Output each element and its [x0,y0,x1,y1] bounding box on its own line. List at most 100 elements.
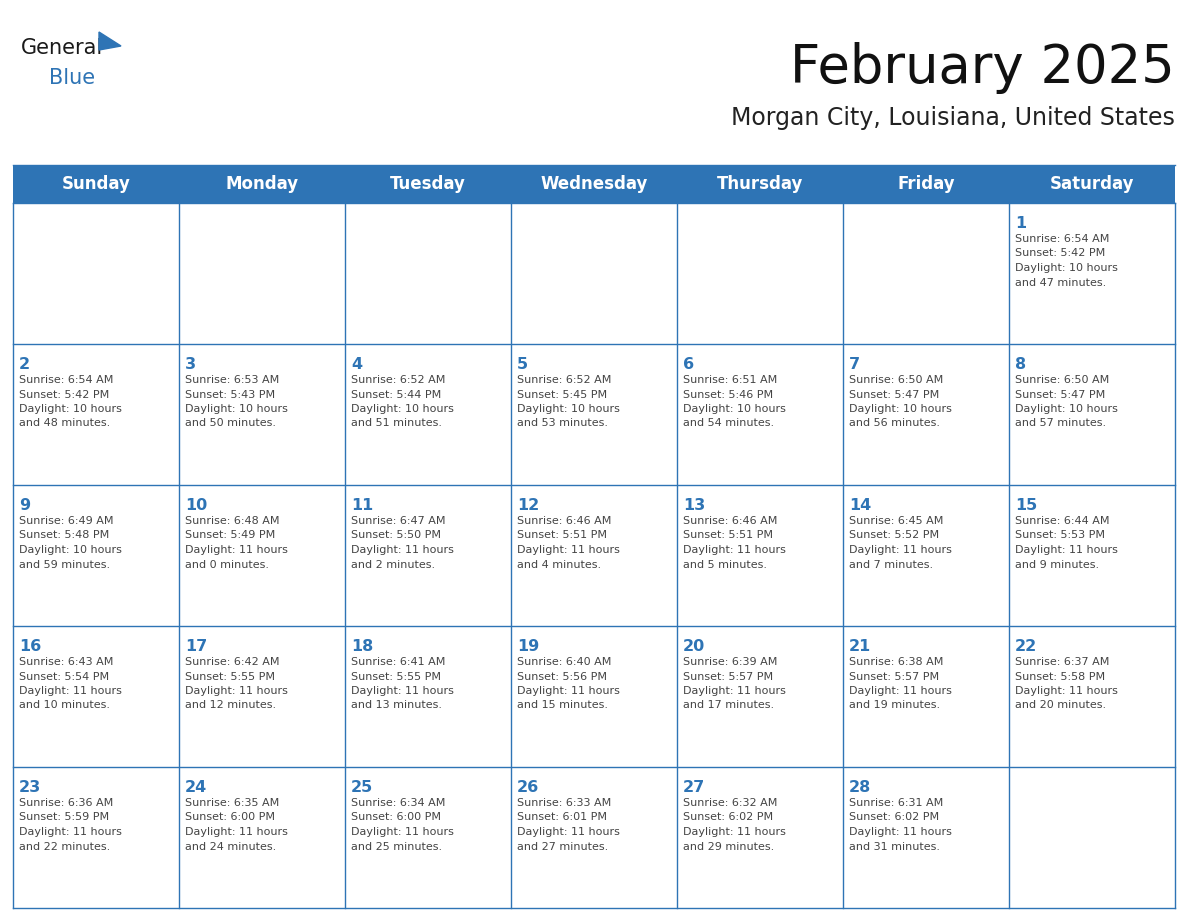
Text: and 7 minutes.: and 7 minutes. [849,559,933,569]
Text: Sunrise: 6:32 AM: Sunrise: 6:32 AM [683,798,777,808]
Text: Sunset: 5:55 PM: Sunset: 5:55 PM [185,671,274,681]
Bar [179,626,345,767]
Text: and 27 minutes.: and 27 minutes. [517,842,608,852]
Text: Sunrise: 6:33 AM: Sunrise: 6:33 AM [517,798,612,808]
Text: Sunrise: 6:52 AM: Sunrise: 6:52 AM [517,375,612,385]
Text: Tuesday: Tuesday [390,175,466,193]
Bar [13,165,1175,203]
Text: Sunset: 5:44 PM: Sunset: 5:44 PM [350,389,441,399]
Text: Saturday: Saturday [1050,175,1135,193]
Text: and 22 minutes.: and 22 minutes. [19,842,110,852]
Text: Sunrise: 6:52 AM: Sunrise: 6:52 AM [350,375,446,385]
Text: Sunset: 5:50 PM: Sunset: 5:50 PM [350,531,441,541]
Bar [843,203,1009,344]
Text: Daylight: 10 hours: Daylight: 10 hours [849,404,952,414]
Text: 5: 5 [517,357,529,372]
Text: Sunrise: 6:44 AM: Sunrise: 6:44 AM [1015,516,1110,526]
Text: and 0 minutes.: and 0 minutes. [185,559,268,569]
Text: Daylight: 11 hours: Daylight: 11 hours [350,545,454,555]
Bar [345,626,511,767]
Bar [677,485,843,626]
Text: Sunset: 5:59 PM: Sunset: 5:59 PM [19,812,109,823]
Text: 18: 18 [350,639,373,654]
Text: Daylight: 10 hours: Daylight: 10 hours [19,404,122,414]
Bar [677,344,843,485]
Polygon shape [99,32,121,50]
Text: 8: 8 [1015,357,1026,372]
Bar [843,485,1009,626]
Text: Sunrise: 6:42 AM: Sunrise: 6:42 AM [185,657,279,667]
Text: Sunset: 6:02 PM: Sunset: 6:02 PM [683,812,773,823]
Text: Daylight: 10 hours: Daylight: 10 hours [19,545,122,555]
Text: General: General [21,38,103,58]
Text: Sunrise: 6:46 AM: Sunrise: 6:46 AM [683,516,777,526]
Text: and 9 minutes.: and 9 minutes. [1015,559,1099,569]
Text: Sunset: 6:02 PM: Sunset: 6:02 PM [849,812,940,823]
Text: Sunset: 6:00 PM: Sunset: 6:00 PM [350,812,441,823]
Text: Sunrise: 6:54 AM: Sunrise: 6:54 AM [19,375,113,385]
Bar [511,626,677,767]
Text: Sunrise: 6:46 AM: Sunrise: 6:46 AM [517,516,612,526]
Text: Sunset: 5:57 PM: Sunset: 5:57 PM [849,671,940,681]
Text: and 56 minutes.: and 56 minutes. [849,419,940,429]
Text: Daylight: 11 hours: Daylight: 11 hours [683,686,786,696]
Bar [345,344,511,485]
Text: Daylight: 11 hours: Daylight: 11 hours [849,545,952,555]
Bar [1009,767,1175,908]
Text: and 15 minutes.: and 15 minutes. [517,700,608,711]
Text: Sunrise: 6:45 AM: Sunrise: 6:45 AM [849,516,943,526]
Bar [13,203,179,344]
Text: 11: 11 [350,498,373,513]
Text: and 25 minutes.: and 25 minutes. [350,842,442,852]
Text: Sunset: 5:58 PM: Sunset: 5:58 PM [1015,671,1105,681]
Text: Daylight: 11 hours: Daylight: 11 hours [683,545,786,555]
Bar [1009,203,1175,344]
Text: Sunset: 5:47 PM: Sunset: 5:47 PM [1015,389,1105,399]
Text: Sunrise: 6:50 AM: Sunrise: 6:50 AM [1015,375,1110,385]
Text: 17: 17 [185,639,207,654]
Bar [511,344,677,485]
Text: and 13 minutes.: and 13 minutes. [350,700,442,711]
Bar [511,485,677,626]
Text: 26: 26 [517,780,539,795]
Text: and 48 minutes.: and 48 minutes. [19,419,110,429]
Text: 14: 14 [849,498,871,513]
Text: Sunset: 5:47 PM: Sunset: 5:47 PM [849,389,940,399]
Text: and 59 minutes.: and 59 minutes. [19,559,110,569]
Text: Daylight: 11 hours: Daylight: 11 hours [1015,545,1118,555]
Text: February 2025: February 2025 [790,42,1175,94]
Text: Sunset: 5:46 PM: Sunset: 5:46 PM [683,389,773,399]
Text: and 54 minutes.: and 54 minutes. [683,419,775,429]
Text: Sunset: 6:00 PM: Sunset: 6:00 PM [185,812,274,823]
Text: Sunday: Sunday [62,175,131,193]
Bar [511,767,677,908]
Bar [345,203,511,344]
Text: Daylight: 11 hours: Daylight: 11 hours [849,686,952,696]
Text: 13: 13 [683,498,706,513]
Text: Daylight: 11 hours: Daylight: 11 hours [683,827,786,837]
Text: Sunrise: 6:43 AM: Sunrise: 6:43 AM [19,657,113,667]
Text: Daylight: 11 hours: Daylight: 11 hours [19,686,122,696]
Text: Sunset: 5:42 PM: Sunset: 5:42 PM [19,389,109,399]
Text: Sunrise: 6:36 AM: Sunrise: 6:36 AM [19,798,113,808]
Text: Blue: Blue [49,68,95,88]
Text: 22: 22 [1015,639,1037,654]
Bar [677,203,843,344]
Text: 23: 23 [19,780,42,795]
Text: 25: 25 [350,780,373,795]
Text: Sunset: 5:49 PM: Sunset: 5:49 PM [185,531,276,541]
Text: Daylight: 10 hours: Daylight: 10 hours [1015,404,1118,414]
Text: Sunset: 5:57 PM: Sunset: 5:57 PM [683,671,773,681]
Text: Sunset: 5:54 PM: Sunset: 5:54 PM [19,671,109,681]
Text: Sunset: 5:42 PM: Sunset: 5:42 PM [1015,249,1105,259]
Bar [677,626,843,767]
Text: Sunrise: 6:31 AM: Sunrise: 6:31 AM [849,798,943,808]
Text: Sunrise: 6:53 AM: Sunrise: 6:53 AM [185,375,279,385]
Bar [13,626,179,767]
Text: and 2 minutes.: and 2 minutes. [350,559,435,569]
Text: Daylight: 11 hours: Daylight: 11 hours [517,545,620,555]
Bar [843,767,1009,908]
Text: Sunrise: 6:51 AM: Sunrise: 6:51 AM [683,375,777,385]
Text: 12: 12 [517,498,539,513]
Text: Sunrise: 6:49 AM: Sunrise: 6:49 AM [19,516,114,526]
